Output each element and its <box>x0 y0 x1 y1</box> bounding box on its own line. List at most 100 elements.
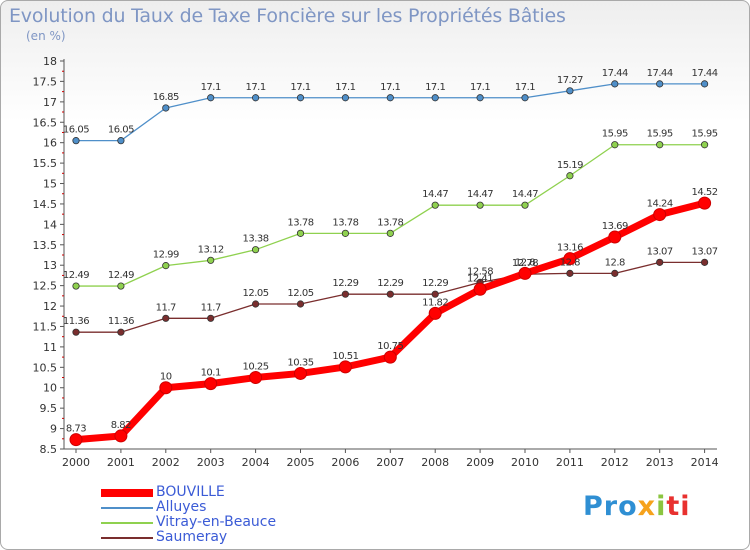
data-point <box>207 94 215 102</box>
data-label: 17.44 <box>602 68 628 79</box>
data-label: 15.19 <box>557 160 583 171</box>
y-tick-label: 8.5 <box>40 443 58 456</box>
legend-swatch <box>101 489 153 497</box>
logo-text-4: ti <box>666 491 691 522</box>
data-label: 14.47 <box>512 189 538 200</box>
data-point <box>252 94 260 102</box>
data-point <box>698 196 712 210</box>
proxiti-logo: Proxiti <box>583 491 691 522</box>
data-point <box>338 360 352 374</box>
data-label: 13.12 <box>198 244 224 255</box>
data-label: 16.05 <box>108 125 134 136</box>
data-label: 10.1 <box>201 368 221 379</box>
data-label: 17.1 <box>201 82 221 93</box>
x-tick-label: 2007 <box>376 456 404 469</box>
data-label: 11.36 <box>108 316 134 327</box>
chart-subtitle: (en %) <box>26 29 66 43</box>
data-point <box>296 300 305 308</box>
data-point <box>431 290 439 298</box>
y-tick-label: 14 <box>43 218 57 231</box>
legend-swatch <box>101 507 153 509</box>
data-point <box>162 104 170 112</box>
data-point <box>204 377 218 391</box>
data-label: 12.8 <box>560 257 580 268</box>
x-tick-label: 2004 <box>242 456 270 469</box>
x-tick-label: 2003 <box>197 456 225 469</box>
data-point <box>386 229 394 237</box>
data-label: 11.36 <box>63 316 89 327</box>
x-tick-label: 2010 <box>511 456 539 469</box>
data-point <box>566 87 574 95</box>
data-point <box>611 80 619 88</box>
data-point <box>428 306 442 320</box>
y-tick-label: 17 <box>43 96 57 109</box>
data-point <box>473 282 487 296</box>
data-point <box>386 94 394 102</box>
data-point <box>700 80 709 88</box>
data-point <box>608 230 622 244</box>
data-point <box>656 258 664 266</box>
y-tick-label: 17.5 <box>33 75 58 88</box>
data-label: 8.73 <box>66 424 86 435</box>
data-point <box>117 137 125 145</box>
data-label: 8.82 <box>111 420 131 431</box>
data-point <box>653 208 667 222</box>
data-point <box>563 252 577 266</box>
data-label: 12.29 <box>332 278 358 289</box>
x-tick-label: 2005 <box>287 456 315 469</box>
x-tick-label: 2014 <box>691 456 719 469</box>
data-label: 10 <box>160 372 172 383</box>
data-point <box>72 137 80 145</box>
y-tick-label: 12.5 <box>33 280 58 293</box>
data-label: 17.44 <box>692 68 718 79</box>
data-label: 12.29 <box>422 278 448 289</box>
data-label: 10.35 <box>287 357 313 368</box>
x-tick-label: 2000 <box>62 456 90 469</box>
y-tick-label: 9 <box>50 423 57 436</box>
data-label: 17.1 <box>290 82 310 93</box>
data-point <box>611 141 619 149</box>
data-point <box>114 429 128 443</box>
legend-swatch <box>101 522 153 524</box>
data-point <box>207 314 215 322</box>
logo-text-2: x <box>637 491 657 522</box>
data-point <box>249 371 263 385</box>
y-tick-label: 10.5 <box>33 361 58 374</box>
data-label: 13.78 <box>377 217 403 228</box>
data-point <box>476 201 484 209</box>
data-label: 14.24 <box>647 199 673 210</box>
data-label: 13.07 <box>647 246 673 257</box>
data-label: 13.69 <box>602 221 628 232</box>
y-tick-label: 13.5 <box>33 239 58 252</box>
data-label: 16.85 <box>153 92 179 103</box>
legend-label: Vitray-en-Beauce <box>156 514 277 530</box>
y-tick-label: 9.5 <box>40 402 58 415</box>
data-label: 12.8 <box>515 257 535 268</box>
data-point <box>566 269 574 277</box>
data-label: 17.44 <box>647 68 673 79</box>
data-label: 12.58 <box>467 266 493 277</box>
data-label: 13.78 <box>287 217 313 228</box>
data-point <box>296 229 305 237</box>
data-point <box>341 94 349 102</box>
x-tick-label: 2009 <box>466 456 494 469</box>
data-label: 17.1 <box>470 82 490 93</box>
legend-label: BOUVILLE <box>156 484 225 500</box>
data-point <box>566 172 574 180</box>
data-point <box>252 246 260 254</box>
data-label: 17.1 <box>380 82 400 93</box>
data-label: 10.25 <box>243 362 269 373</box>
data-label: 15.95 <box>647 129 673 140</box>
data-point <box>611 269 619 277</box>
x-tick-label: 2012 <box>601 456 629 469</box>
y-tick-label: 10 <box>43 382 57 395</box>
y-tick-label: 11 <box>43 341 57 354</box>
data-point <box>656 141 664 149</box>
data-label: 12.29 <box>377 278 403 289</box>
y-tick-label: 15.5 <box>33 157 58 170</box>
data-label: 12.41 <box>467 273 493 284</box>
data-label: 11.7 <box>156 302 176 313</box>
data-point <box>117 328 125 336</box>
data-point <box>296 94 305 102</box>
